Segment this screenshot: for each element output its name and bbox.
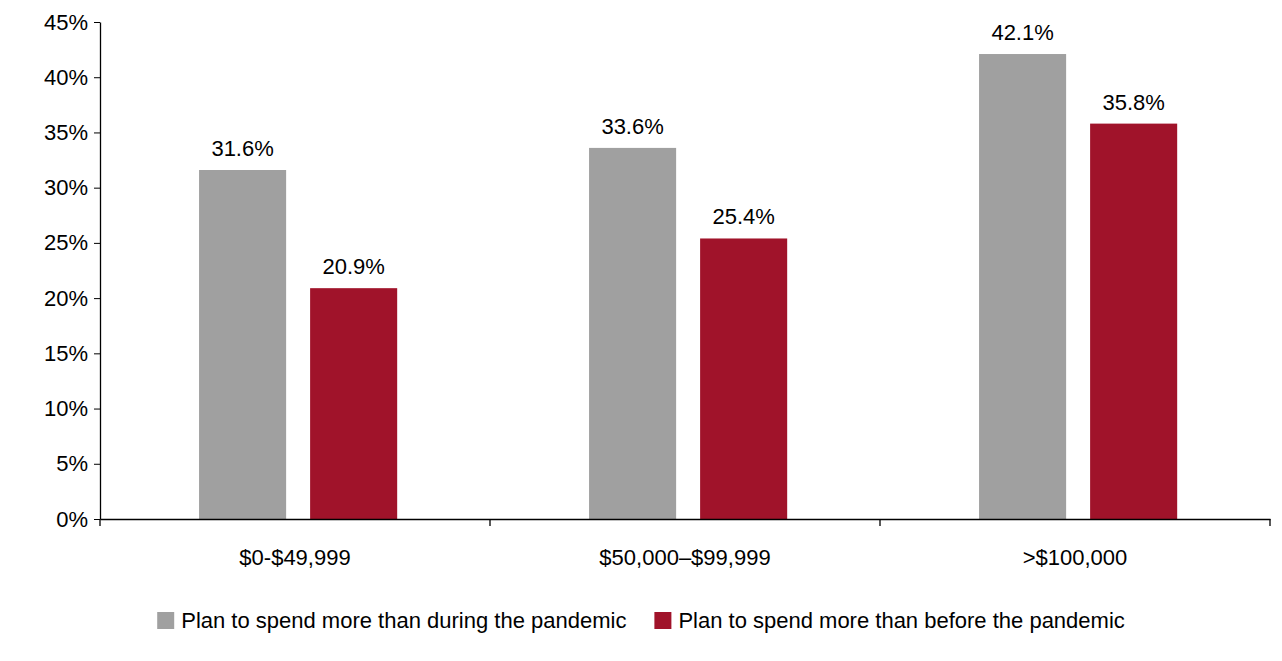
tick-label: 30%: [44, 175, 88, 200]
tick-mark: [94, 243, 100, 244]
tick: 15%: [44, 341, 100, 366]
tick-label: >$100,000: [1023, 545, 1128, 570]
category-separators: [100, 519, 1270, 526]
legend-item: Plan to spend more than before the pande…: [654, 608, 1124, 633]
tick-mark: [94, 519, 100, 520]
tick-mark: [94, 298, 100, 299]
legend: Plan to spend more than during the pande…: [157, 608, 1125, 633]
tick-label: 5%: [56, 451, 88, 476]
tick-label: 35%: [44, 120, 88, 145]
tick-mark: [94, 409, 100, 410]
tick-label: $50,000–$99,999: [599, 545, 770, 570]
tick: $50,000–$99,999: [599, 519, 770, 570]
legend-label: Plan to spend more than before the pande…: [678, 608, 1124, 633]
data-label: 31.6%: [211, 136, 273, 161]
tick: 5%: [56, 451, 100, 476]
legend-label: Plan to spend more than during the pande…: [181, 608, 626, 633]
tick-label: 15%: [44, 341, 88, 366]
tick: 20%: [44, 286, 100, 311]
tick: 10%: [44, 396, 100, 421]
tick: >$100,000: [1023, 519, 1128, 570]
tick: 45%: [44, 10, 100, 35]
tick-label: 0%: [56, 507, 88, 532]
data-label: 25.4%: [712, 204, 774, 229]
bars: [199, 54, 1177, 519]
bar: [310, 288, 397, 519]
separator: [99, 519, 100, 526]
data-labels: 31.6% 33.6% 42.1% 20.9% 25.4% 35.8%: [211, 20, 1164, 279]
chart: 31.6% 33.6% 42.1% 20.9% 25.4% 35.8% 0% 5% 10% 15%…: [0, 0, 1282, 661]
tick-label: 45%: [44, 10, 88, 35]
bar: [199, 170, 286, 519]
tick-mark: [94, 132, 100, 133]
tick: 25%: [44, 230, 100, 255]
tick-mark: [94, 353, 100, 354]
tick-label: 25%: [44, 230, 88, 255]
tick-mark: [94, 464, 100, 465]
tick: 40%: [44, 65, 100, 90]
bar: [700, 238, 787, 519]
data-label: 20.9%: [322, 254, 384, 279]
axis-line: [100, 23, 101, 520]
data-label: 42.1%: [991, 20, 1053, 45]
tick-mark: [94, 22, 100, 23]
legend-swatch: [157, 612, 174, 629]
tick-label: 40%: [44, 65, 88, 90]
separator: [489, 519, 490, 526]
bar: [979, 54, 1066, 519]
x-axis: $0-$49,999 $50,000–$99,999 >$100,000: [101, 519, 1271, 570]
separator: [1269, 519, 1270, 526]
tick: 35%: [44, 120, 100, 145]
data-label: 33.6%: [601, 114, 663, 139]
tick: $0-$49,999: [239, 519, 350, 570]
bar: [589, 148, 676, 519]
y-axis: 0% 5% 10% 15% 20% 25% 30% 35% 40% 45%: [44, 10, 101, 532]
tick: 0%: [56, 507, 100, 532]
separator: [879, 519, 880, 526]
legend-swatch: [654, 612, 671, 629]
tick-label: 10%: [44, 396, 88, 421]
bar: [1090, 124, 1177, 519]
tick-mark: [94, 77, 100, 78]
tick-mark: [94, 188, 100, 189]
tick: 30%: [44, 175, 100, 200]
data-label: 35.8%: [1102, 90, 1164, 115]
axis-line: [101, 519, 1271, 520]
tick-label: 20%: [44, 286, 88, 311]
legend-item: Plan to spend more than during the pande…: [157, 608, 626, 633]
tick-label: $0-$49,999: [239, 545, 350, 570]
